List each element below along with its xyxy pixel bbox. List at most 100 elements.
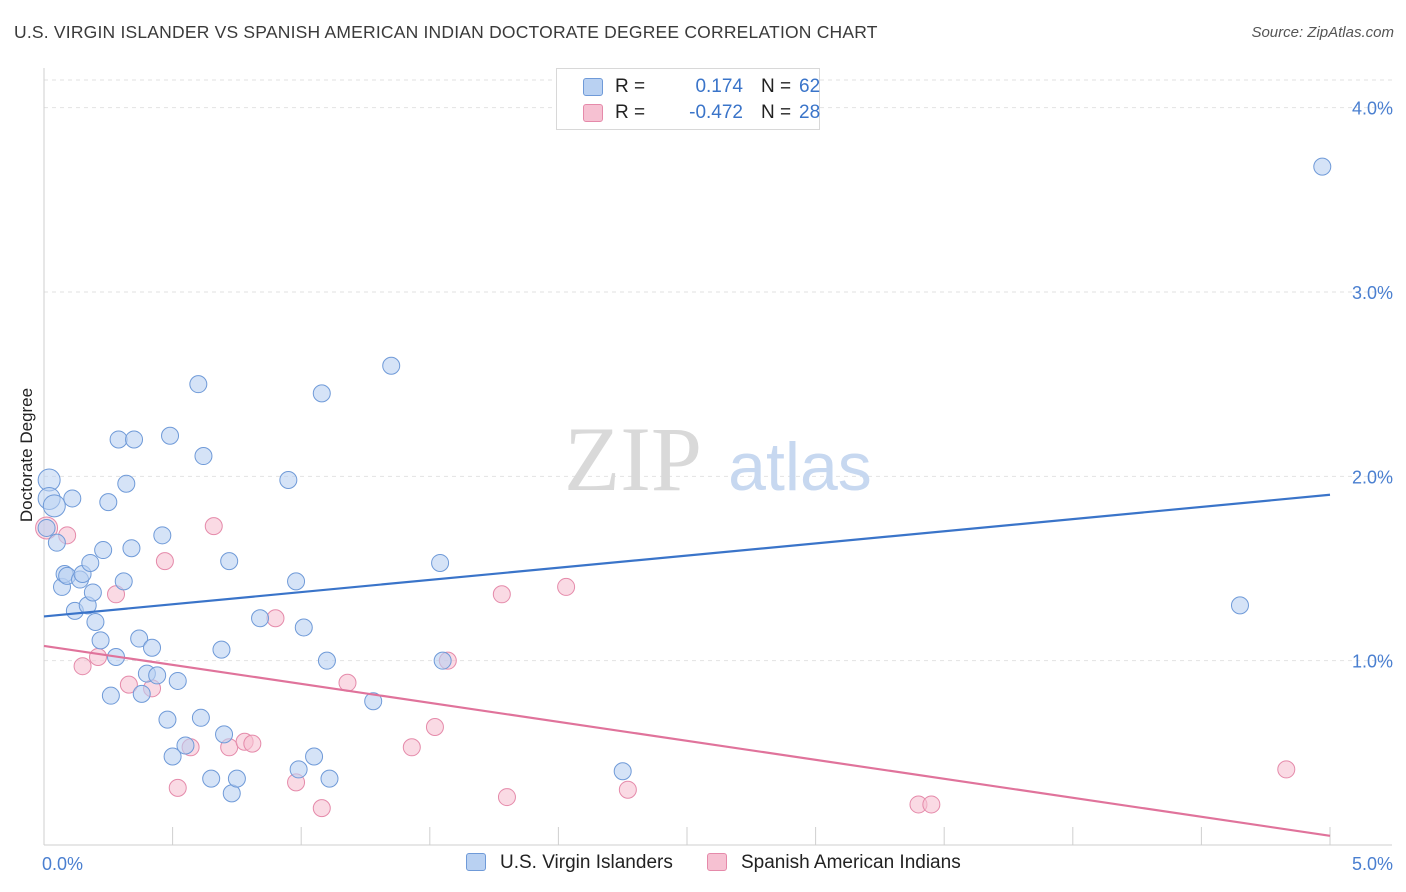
watermark-zip: ZIP [564, 408, 702, 510]
point-us-virgin-islanders [220, 552, 239, 571]
point-us-virgin-islanders [125, 430, 144, 449]
point-spanish-american-indians [89, 647, 108, 666]
point-us-virgin-islanders [212, 640, 231, 659]
x-tick-label: 5.0% [1352, 854, 1393, 874]
point-spanish-american-indians [618, 780, 637, 799]
point-us-virgin-islanders [130, 629, 149, 648]
legend-n-label: N = [761, 102, 792, 123]
point-us-virgin-islanders [320, 769, 339, 788]
trend-line-spanish-american-indians [43, 644, 1331, 837]
chart-title: U.S. VIRGIN ISLANDER VS SPANISH AMERICAN… [14, 22, 878, 42]
watermark-atlas: atlas [728, 429, 872, 505]
point-spanish-american-indians [312, 799, 331, 818]
point-us-virgin-islanders [122, 539, 141, 558]
point-us-virgin-islanders [176, 736, 195, 755]
correlation-legend: R = 0.174 N = 62 R = -0.472 N = 28 [556, 68, 820, 130]
legend-r-value: 0.174 [695, 76, 743, 97]
point-us-virgin-islanders [91, 631, 110, 650]
x-tick-label: 0.0% [42, 854, 83, 874]
point-spanish-american-indians [168, 778, 187, 797]
source-credit: Source: ZipAtlas.com [1251, 24, 1394, 41]
point-us-virgin-islanders [305, 747, 324, 766]
point-spanish-american-indians [402, 738, 421, 757]
point-us-virgin-islanders [279, 471, 298, 490]
point-us-virgin-islanders [153, 526, 172, 545]
series-swatch-pink [707, 853, 727, 871]
point-us-virgin-islanders [189, 375, 208, 394]
point-us-virgin-islanders [109, 430, 128, 449]
series-us-virgin-islanders-points [37, 157, 1332, 803]
point-spanish-american-indians [1277, 760, 1296, 779]
point-us-virgin-islanders [202, 769, 221, 788]
point-us-virgin-islanders [364, 692, 383, 711]
legend-n-value: 62 [799, 76, 821, 97]
point-us-virgin-islanders [37, 518, 56, 537]
y-tick-label: 1.0% [1352, 652, 1393, 672]
point-us-virgin-islanders [431, 553, 450, 572]
point-spanish-american-indians [243, 734, 262, 753]
y-tick-label: 2.0% [1352, 467, 1393, 487]
point-us-virgin-islanders [143, 638, 162, 657]
legend-r-label: R = [615, 102, 646, 123]
point-us-virgin-islanders [312, 384, 331, 403]
point-us-virgin-islanders [227, 769, 246, 788]
series-swatch-blue [466, 853, 486, 871]
tick-labels: 1.0% 2.0% 3.0% 4.0% 0.0% 5.0% [42, 99, 1393, 874]
point-spanish-american-indians [155, 552, 174, 571]
point-us-virgin-islanders [117, 474, 136, 493]
legend-r-label: R = [615, 76, 646, 97]
point-us-virgin-islanders [158, 710, 177, 729]
y-tick-label: 3.0% [1352, 283, 1393, 303]
series-legend-label: U.S. Virgin Islanders [500, 852, 673, 873]
point-us-virgin-islanders [86, 612, 105, 631]
point-us-virgin-islanders [613, 762, 632, 781]
point-us-virgin-islanders [433, 651, 452, 670]
point-us-virgin-islanders [251, 609, 270, 628]
point-us-virgin-islanders [317, 651, 336, 670]
point-spanish-american-indians [492, 585, 511, 604]
series-legend-label: Spanish American Indians [741, 852, 961, 873]
point-us-virgin-islanders [94, 541, 113, 560]
point-spanish-american-indians [497, 788, 516, 807]
point-us-virgin-islanders [148, 666, 167, 685]
point-us-virgin-islanders [294, 618, 313, 637]
point-us-virgin-islanders [114, 572, 133, 591]
trend-line-us-virgin-islanders [43, 493, 1331, 618]
legend-n-label: N = [761, 76, 792, 97]
point-spanish-american-indians [119, 675, 138, 694]
trend-lines [43, 493, 1331, 837]
legend-swatch-pink [583, 104, 603, 122]
point-spanish-american-indians [338, 673, 357, 692]
point-us-virgin-islanders [287, 572, 306, 591]
point-us-virgin-islanders [63, 489, 82, 508]
point-us-virgin-islanders [382, 356, 401, 375]
point-us-virgin-islanders [47, 533, 66, 552]
point-spanish-american-indians [266, 609, 285, 628]
legend-r-value: -0.472 [689, 102, 743, 123]
watermark: ZIP atlas [564, 408, 872, 510]
point-us-virgin-islanders [101, 686, 120, 705]
point-us-virgin-islanders [83, 583, 102, 602]
point-us-virgin-islanders [289, 760, 308, 779]
point-us-virgin-islanders [161, 426, 180, 445]
legend-n-value: 28 [799, 102, 821, 123]
point-us-virgin-islanders [163, 747, 182, 766]
legend-swatch-blue [583, 78, 603, 96]
point-us-virgin-islanders [215, 725, 234, 744]
grid-lines [44, 79, 1392, 662]
point-us-virgin-islanders [194, 447, 213, 466]
point-us-virgin-islanders [132, 684, 151, 703]
point-us-virgin-islanders [81, 553, 100, 572]
point-us-virgin-islanders [42, 494, 66, 518]
point-us-virgin-islanders [1230, 596, 1249, 615]
point-spanish-american-indians [73, 657, 92, 676]
y-tick-label: 4.0% [1352, 99, 1393, 119]
point-us-virgin-islanders [99, 493, 118, 512]
axes [43, 68, 1392, 846]
point-us-virgin-islanders [168, 671, 187, 690]
point-us-virgin-islanders [1313, 157, 1332, 176]
point-spanish-american-indians [922, 795, 941, 814]
point-us-virgin-islanders [191, 708, 210, 727]
point-spanish-american-indians [204, 517, 223, 536]
